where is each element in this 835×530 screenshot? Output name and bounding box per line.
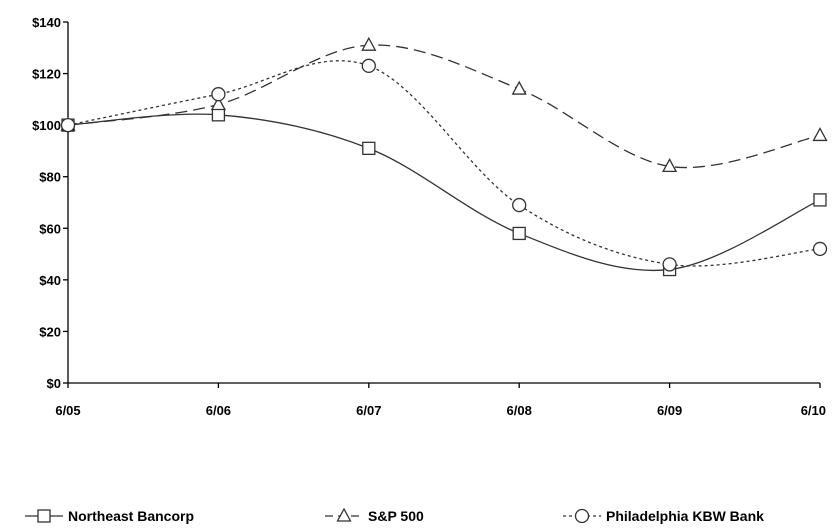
- legend-label: S&P 500: [368, 508, 424, 524]
- series-s-p-500: [60, 36, 828, 173]
- x-tick-label: 6/05: [55, 403, 80, 418]
- y-axis: $0 $20 $40 $60 $80 $100 $120 $140: [32, 15, 69, 391]
- legend-label: Philadelphia KBW Bank: [606, 508, 764, 524]
- series-philadelphia-kbw-bank: [60, 58, 828, 272]
- data-point-triangle: [361, 36, 377, 51]
- legend-item-s-p-500: S&P 500: [325, 507, 424, 524]
- y-tick-label: $140: [32, 15, 61, 30]
- legend-marker-square: [37, 509, 51, 523]
- x-tick-label: 6/07: [356, 403, 381, 418]
- data-point-triangle: [511, 80, 527, 95]
- x-tick-label: 6/06: [206, 403, 231, 418]
- x-tick-label: 6/09: [657, 403, 682, 418]
- y-tick-label: $20: [39, 324, 61, 339]
- legend-label: Northeast Bancorp: [68, 508, 194, 524]
- data-point-triangle: [812, 127, 828, 142]
- data-point-circle: [662, 257, 677, 272]
- data-point-square: [813, 193, 827, 207]
- data-point-circle: [512, 197, 527, 213]
- data-point-square: [211, 108, 226, 122]
- data-point-circle: [361, 58, 376, 73]
- x-tick-label: 6/08: [507, 403, 532, 418]
- data-point-square: [512, 226, 526, 241]
- y-tick-label: $100: [32, 118, 61, 133]
- legend-marker-triangle: [336, 507, 352, 522]
- series-lines: [60, 36, 828, 277]
- x-tick-label: 6/10: [801, 403, 826, 418]
- data-point-circle: [812, 241, 828, 257]
- data-point-circle: [60, 117, 76, 133]
- series-line: [67, 44, 821, 169]
- data-point-circle: [211, 87, 226, 102]
- y-tick-label: $120: [32, 67, 61, 82]
- legend-item-northeast-bancorp: Northeast Bancorp: [25, 508, 194, 524]
- data-point-triangle: [210, 96, 226, 111]
- legend-item-philadelphia-kbw-bank: Philadelphia KBW Bank: [563, 508, 764, 524]
- series-line: [67, 113, 821, 272]
- data-point-square: [362, 141, 376, 156]
- legend-marker-circle: [574, 508, 590, 524]
- y-tick-label: $80: [39, 170, 61, 185]
- y-tick-label: $40: [39, 273, 61, 288]
- y-tick-label: $0: [47, 376, 61, 391]
- series-northeast-bancorp: [61, 108, 827, 277]
- series-line: [67, 60, 821, 267]
- x-axis: 6/05 6/06 6/07 6/08 6/09 6/10: [55, 382, 826, 418]
- y-tick-label: $60: [39, 221, 61, 236]
- data-point-triangle: [662, 158, 678, 173]
- legend: Northeast Bancorp S&P 500 Philadelphia KBW…: [25, 507, 764, 524]
